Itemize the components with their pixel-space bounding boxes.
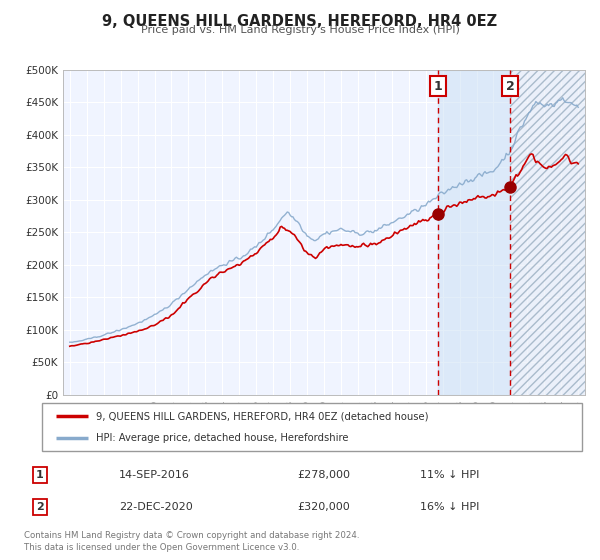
Text: 9, QUEENS HILL GARDENS, HEREFORD, HR4 0EZ (detached house): 9, QUEENS HILL GARDENS, HEREFORD, HR4 0E… xyxy=(96,411,428,421)
Text: £320,000: £320,000 xyxy=(298,502,350,512)
Text: £278,000: £278,000 xyxy=(298,470,350,480)
Text: 1: 1 xyxy=(433,80,442,93)
Bar xyxy=(438,70,510,395)
Text: HPI: Average price, detached house, Herefordshire: HPI: Average price, detached house, Here… xyxy=(96,433,349,443)
FancyBboxPatch shape xyxy=(42,403,582,451)
Text: 2: 2 xyxy=(506,80,514,93)
Text: 14-SEP-2016: 14-SEP-2016 xyxy=(119,470,190,480)
Text: Contains HM Land Registry data © Crown copyright and database right 2024.: Contains HM Land Registry data © Crown c… xyxy=(24,531,359,540)
Bar xyxy=(510,70,585,395)
Bar xyxy=(510,70,585,395)
Text: 22-DEC-2020: 22-DEC-2020 xyxy=(119,502,193,512)
Text: 1: 1 xyxy=(36,470,43,480)
Text: 11% ↓ HPI: 11% ↓ HPI xyxy=(420,470,479,480)
Text: 2: 2 xyxy=(36,502,43,512)
Text: 16% ↓ HPI: 16% ↓ HPI xyxy=(420,502,479,512)
Text: This data is licensed under the Open Government Licence v3.0.: This data is licensed under the Open Gov… xyxy=(24,543,299,552)
Text: 9, QUEENS HILL GARDENS, HEREFORD, HR4 0EZ: 9, QUEENS HILL GARDENS, HEREFORD, HR4 0E… xyxy=(103,14,497,29)
Text: Price paid vs. HM Land Registry's House Price Index (HPI): Price paid vs. HM Land Registry's House … xyxy=(140,25,460,35)
